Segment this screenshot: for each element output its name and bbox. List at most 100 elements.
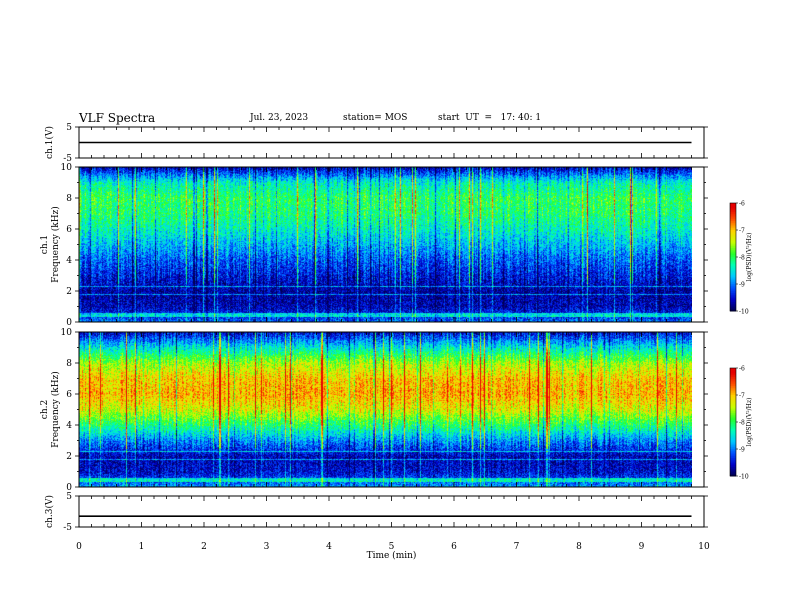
- colorbar-swatch: [730, 450, 736, 454]
- colorbar-swatch: [730, 208, 736, 211]
- colorbar-swatch: [730, 472, 736, 475]
- colorbar-swatch: [730, 221, 736, 224]
- colorbar-swatch: [730, 413, 736, 416]
- colorbar-tick-label: -6: [739, 201, 745, 208]
- colorbar-swatch: [730, 411, 736, 414]
- header-date: Jul. 23, 2023: [250, 113, 309, 123]
- colorbar-swatch: [730, 402, 736, 405]
- colorbar-swatch: [730, 404, 736, 407]
- header-start-time: start UT = 17: 40: 1: [438, 113, 542, 123]
- colorbar-swatch: [730, 291, 736, 294]
- colorbar-swatch: [730, 387, 736, 391]
- colorbar-swatch: [730, 418, 736, 421]
- colorbar-swatch: [730, 382, 736, 385]
- colorbar-swatch: [730, 248, 736, 251]
- colorbar-swatch: [730, 447, 736, 450]
- colorbar-swatch: [730, 253, 736, 256]
- colorbar-swatch: [730, 414, 736, 418]
- colorbar-swatch: [730, 260, 736, 263]
- colorbar-swatch: [730, 459, 736, 463]
- colorbar-swatch: [730, 422, 736, 425]
- colorbar-swatch: [730, 298, 736, 301]
- colorbar-swatch: [730, 224, 736, 227]
- colorbar-swatch: [730, 389, 736, 392]
- ch2-spectrogram-colorbar: -6 -7 -8 -9 -10 log(PSD)(V²/Hz): [729, 366, 753, 481]
- colorbar-swatch: [730, 373, 736, 376]
- colorbar-swatch: [730, 456, 736, 459]
- colorbar-swatch: [730, 420, 736, 423]
- colorbar-swatch: [730, 440, 736, 443]
- colorbar-swatch: [730, 296, 736, 299]
- ch2-spectrogram-ytick-label: 4: [66, 421, 72, 431]
- ch2-spectrogram-ylabel: ch.2: [40, 400, 50, 419]
- colorbar-swatch: [730, 307, 736, 310]
- colorbar-swatch: [730, 398, 736, 401]
- colorbar-swatch: [730, 212, 736, 215]
- colorbar-swatch: [730, 255, 736, 258]
- ch1-spectrogram-ytick-label: 0: [66, 318, 72, 328]
- colorbar-swatch: [730, 391, 736, 394]
- colorbar-swatch: [730, 445, 736, 448]
- colorbar-swatch: [730, 293, 736, 296]
- ch1-spectrogram-image: [79, 167, 692, 322]
- colorbar-swatch: [730, 434, 736, 437]
- colorbar-swatch: [730, 371, 736, 374]
- colorbar-swatch: [730, 409, 736, 412]
- colorbar-swatch: [730, 266, 736, 269]
- colorbar-swatch: [730, 454, 736, 457]
- colorbar-swatch: [730, 276, 736, 280]
- colorbar-swatch: [730, 287, 736, 290]
- x-axis-label: Time (min): [367, 550, 417, 561]
- colorbar-swatch: [730, 246, 736, 249]
- colorbar-swatch: [730, 233, 736, 236]
- colorbar-swatch: [730, 222, 736, 226]
- colorbar-swatch: [730, 425, 736, 428]
- colorbar-swatch: [730, 210, 736, 213]
- colorbar-swatch: [730, 423, 736, 427]
- colorbar-swatch: [730, 237, 736, 240]
- colorbar-tick-label: -10: [739, 309, 749, 316]
- colorbar-swatch: [730, 396, 736, 400]
- colorbar-swatch: [730, 204, 736, 208]
- colorbar-swatch: [730, 427, 736, 430]
- colorbar-tick-label: -6: [739, 366, 745, 373]
- colorbar-swatch: [730, 217, 736, 220]
- colorbar-swatch: [730, 271, 736, 274]
- ch1-spectrogram-ytick-label: 4: [66, 256, 72, 266]
- ch2-spectrogram-raster: [79, 332, 692, 487]
- colorbar-swatch: [730, 429, 736, 432]
- colorbar-swatch: [730, 386, 736, 389]
- colorbar-swatch: [730, 395, 736, 398]
- colorbar-swatch: [730, 407, 736, 410]
- colorbar-swatch: [730, 282, 736, 285]
- ch1-waveform-ytick-label: -5: [63, 154, 72, 164]
- colorbar-swatch: [730, 458, 736, 461]
- colorbar-swatch: [730, 368, 736, 371]
- colorbar-swatch: [730, 235, 736, 238]
- colorbar-swatch: [730, 384, 736, 387]
- colorbar-swatch: [730, 203, 736, 206]
- colorbar-tick-label: -8: [739, 255, 745, 262]
- colorbar-swatch: [730, 249, 736, 253]
- ch1-spectrogram-ytick-label: 8: [66, 194, 72, 204]
- x-tick-label: 2: [201, 542, 207, 552]
- colorbar-tick-label: -8: [739, 420, 745, 427]
- colorbar-swatch: [730, 474, 736, 477]
- x-tick-label: 6: [451, 542, 457, 552]
- ch1-spectrogram-colorbar: -6 -7 -8 -9 -10 log(PSD)(V²/Hz): [729, 201, 753, 316]
- colorbar-swatch: [730, 443, 736, 446]
- colorbar-swatch: [730, 285, 736, 289]
- colorbar-swatch: [730, 467, 736, 470]
- colorbar-swatch: [730, 393, 736, 396]
- colorbar-tick-label: -9: [739, 282, 745, 289]
- colorbar-swatch: [730, 303, 736, 307]
- ch1-spectrogram-ylabel: Frequency (kHz): [50, 206, 61, 283]
- ch2-spectrogram-ytick-label: 6: [66, 390, 72, 400]
- ch1-spectrogram-ytick-label: 2: [66, 287, 72, 297]
- colorbar-swatch: [730, 269, 736, 272]
- colorbar-swatch: [730, 431, 736, 434]
- x-tick-label: 5: [389, 542, 395, 552]
- colorbar-tick-label: -7: [739, 393, 745, 400]
- colorbar-swatch: [730, 302, 736, 305]
- ch1-waveform-ylabel: ch.1(V): [44, 126, 55, 159]
